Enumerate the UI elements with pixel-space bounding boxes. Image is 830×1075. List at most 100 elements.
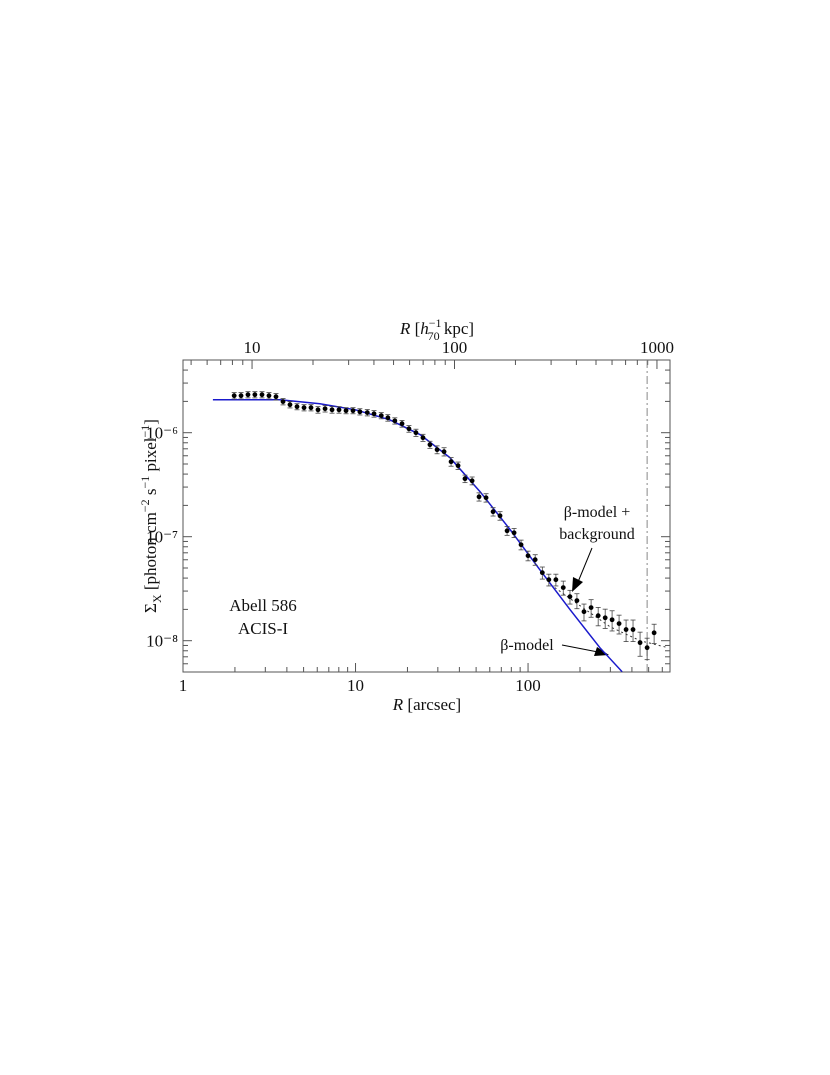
y-label-part: ] — [141, 419, 160, 425]
y-tick-label: 10⁻⁸ — [146, 632, 178, 651]
x2-label: R [h−1 70 kpc] — [399, 316, 474, 343]
x2-tick-label: 100 — [442, 338, 468, 357]
x-label-part: [arcsec] — [403, 695, 461, 714]
data-point — [231, 393, 237, 399]
x2-label-part: −1 — [429, 316, 442, 330]
data-point — [483, 495, 489, 501]
data-point — [287, 402, 293, 408]
data-point — [434, 447, 440, 453]
data-point — [315, 407, 321, 413]
x-label-part: R — [392, 695, 404, 714]
data-point — [595, 613, 601, 619]
data-point — [441, 449, 447, 455]
data-point — [448, 459, 454, 465]
data-point — [532, 557, 538, 563]
annotation: β-model + — [564, 504, 630, 521]
data-point — [637, 640, 643, 646]
data-point — [343, 408, 349, 414]
y-label-part: [photon cm — [141, 512, 160, 594]
data-point — [378, 413, 384, 419]
data-point — [469, 478, 475, 484]
data-point — [357, 409, 363, 415]
x2-tick-label: 1000 — [640, 338, 674, 357]
data-point — [238, 393, 244, 399]
data-point — [322, 406, 328, 412]
x2-label-part: R — [399, 319, 411, 338]
data-point — [574, 598, 580, 603]
x-tick-label: 1 — [179, 676, 188, 695]
y-label-part: Σ — [141, 603, 160, 613]
data-point — [336, 407, 342, 413]
data-point — [609, 617, 615, 623]
data-point — [245, 392, 251, 398]
data-point — [490, 509, 496, 515]
data-point — [406, 426, 412, 432]
data-point — [455, 463, 461, 469]
model-background-line — [554, 587, 669, 649]
arrow — [561, 644, 599, 653]
data-point — [602, 615, 608, 621]
data-point — [392, 418, 398, 424]
data-point — [385, 415, 391, 421]
data-point — [616, 621, 622, 627]
x2-label-part: h — [420, 319, 429, 338]
data-point — [308, 405, 314, 411]
x2-label-part: [ — [410, 319, 420, 338]
annotation: β-model — [500, 637, 554, 654]
data-point — [252, 392, 258, 398]
data-point — [294, 404, 300, 410]
data-point — [266, 393, 272, 399]
y-tick-label: 10⁻⁶ — [146, 424, 178, 443]
x2-tick-label: 10 — [244, 338, 261, 357]
plot-frame — [182, 359, 671, 673]
plot-area — [212, 360, 669, 672]
data-point — [280, 399, 286, 405]
data-point — [504, 528, 510, 534]
y-label-part: −1 — [138, 425, 152, 438]
annotation: Abell 586 — [229, 596, 297, 615]
x-label: R [arcsec] — [392, 695, 461, 714]
data-point — [581, 609, 587, 615]
data-point — [301, 405, 307, 411]
data-point — [518, 542, 524, 548]
annotation: background — [559, 526, 635, 543]
y-label-part: s — [141, 489, 160, 500]
data-point — [630, 627, 636, 632]
data-point — [420, 435, 426, 441]
data-point — [546, 577, 552, 583]
data-point — [476, 494, 482, 500]
data-point — [413, 430, 419, 436]
data-point — [497, 513, 503, 519]
data-point — [567, 594, 573, 600]
y-label-part: X — [150, 594, 164, 603]
data-point — [462, 476, 468, 482]
data-point — [553, 577, 559, 583]
data-point — [539, 570, 545, 576]
data-point — [644, 645, 650, 651]
data-point — [350, 408, 356, 414]
data-point — [364, 410, 370, 416]
y-label-part: −2 — [138, 499, 152, 512]
x2-label-part: kpc] — [440, 319, 474, 338]
data-point — [273, 394, 279, 400]
data-point — [399, 421, 405, 427]
annotation: ACIS-I — [238, 619, 288, 638]
x2-label-part: 70 — [428, 329, 440, 343]
data-point — [329, 407, 335, 413]
y-tick-label: 10⁻⁷ — [146, 528, 178, 547]
arrow — [577, 547, 593, 583]
x-tick-label: 100 — [515, 676, 541, 695]
data-point — [511, 530, 517, 536]
x-tick-label: 10 — [347, 676, 364, 695]
arrowhead — [572, 577, 583, 592]
data-point — [623, 627, 629, 632]
data-point — [427, 442, 433, 448]
data-point — [560, 585, 566, 590]
data-point — [259, 392, 265, 398]
data-point — [371, 411, 377, 417]
y-label: ΣX [photon cm−2 s−1 pixel−1] — [138, 419, 164, 613]
y-label-part: −1 — [138, 476, 152, 489]
y-label-part: pixel — [141, 437, 160, 476]
data-point — [588, 605, 594, 611]
